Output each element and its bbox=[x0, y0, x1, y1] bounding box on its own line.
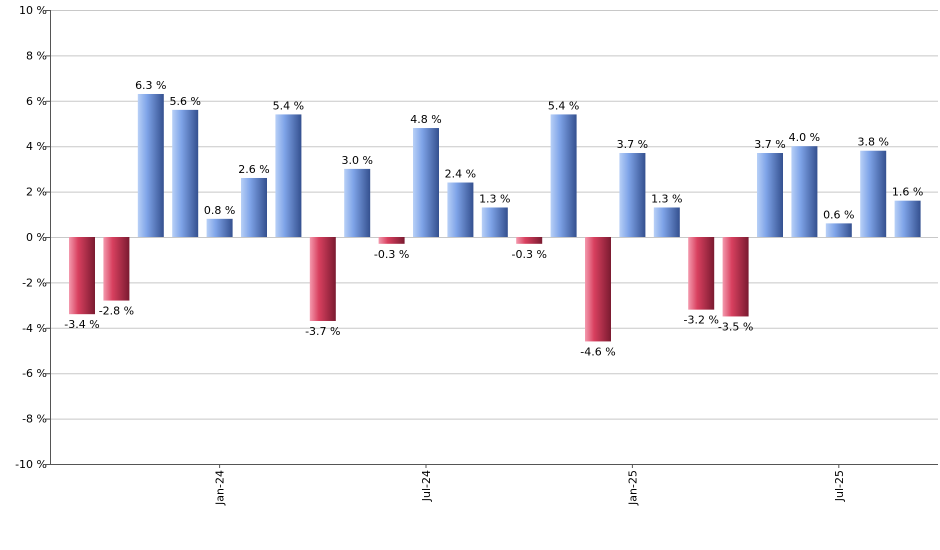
data-label: 1.3 % bbox=[479, 192, 510, 205]
bar-positive bbox=[791, 146, 818, 237]
x-tick-label: Jan-25 bbox=[626, 470, 639, 506]
data-labels: -3.4 %-2.8 % 6.3 %5.6 % 0.8 % 2.6 % 5.4 % -3.… bbox=[64, 79, 923, 358]
y-axis-tick-labels: 10 % 8 % 6 % 4 % 2 % 0 % -2 % -4 % -6 % -8 % -10 % bbox=[15, 4, 47, 471]
y-tick-label: -8 % bbox=[22, 413, 47, 426]
y-tick-label: -4 % bbox=[22, 322, 47, 335]
data-label: 3.7 % bbox=[617, 138, 648, 151]
x-tick-label: Jul-24 bbox=[420, 470, 433, 502]
y-tick-label: -6 % bbox=[22, 367, 47, 380]
data-label: 2.6 % bbox=[238, 163, 269, 176]
bar-negative bbox=[378, 237, 405, 244]
data-label: 5.6 % bbox=[169, 95, 200, 108]
bar-positive bbox=[860, 150, 887, 237]
data-label: -3.7 % bbox=[305, 325, 340, 338]
bar-negative bbox=[722, 237, 749, 317]
bar-negative bbox=[585, 237, 611, 342]
bar-positive bbox=[241, 177, 267, 237]
bar-positive bbox=[619, 153, 646, 237]
data-label: 5.4 % bbox=[273, 99, 304, 112]
data-label: 0.8 % bbox=[204, 204, 235, 217]
bars bbox=[69, 93, 921, 342]
data-label: 4.0 % bbox=[789, 131, 820, 144]
y-tick-label: -2 % bbox=[22, 276, 47, 289]
bar-positive bbox=[137, 93, 164, 238]
x-tick-label: Jul-25 bbox=[833, 470, 846, 502]
bar-negative bbox=[103, 237, 130, 301]
data-label: 3.0 % bbox=[341, 154, 372, 167]
bar-positive bbox=[206, 218, 233, 237]
y-tick-label: 10 % bbox=[19, 4, 47, 17]
bar-positive bbox=[825, 223, 852, 237]
bar-positive bbox=[447, 182, 474, 237]
data-label: -2.8 % bbox=[99, 305, 134, 318]
y-tick-label: 2 % bbox=[26, 186, 47, 199]
bar-negative bbox=[688, 237, 715, 310]
bar-negative bbox=[309, 237, 336, 321]
data-label: -3.5 % bbox=[718, 320, 753, 333]
bar-positive bbox=[481, 207, 508, 237]
y-tick-label: 0 % bbox=[26, 231, 47, 244]
data-label: 5.4 % bbox=[548, 99, 579, 112]
data-label: -0.3 % bbox=[374, 248, 409, 261]
data-label: 6.3 % bbox=[135, 79, 166, 92]
data-label: 0.6 % bbox=[823, 208, 854, 221]
data-label: 1.3 % bbox=[651, 192, 682, 205]
y-tick-label: 8 % bbox=[26, 49, 47, 62]
x-tick-label: Jan-24 bbox=[214, 470, 227, 506]
data-label: 3.8 % bbox=[857, 136, 888, 149]
data-label: 1.6 % bbox=[892, 186, 923, 199]
data-label: -4.6 % bbox=[580, 345, 615, 358]
bar-positive bbox=[275, 114, 302, 237]
data-label: 3.7 % bbox=[754, 138, 785, 151]
data-label: -0.3 % bbox=[511, 248, 546, 261]
bar-positive bbox=[894, 200, 921, 237]
x-axis-tick-labels: Jan-24 Jul-24 Jan-25 Jul-25 bbox=[214, 470, 846, 506]
y-tick-label: 6 % bbox=[26, 95, 47, 108]
axes bbox=[50, 10, 938, 468]
y-tick-label: 4 % bbox=[26, 140, 47, 153]
bar-positive bbox=[413, 128, 439, 237]
gridlines bbox=[46, 10, 938, 465]
bar-positive bbox=[172, 109, 199, 237]
bar-negative bbox=[516, 237, 543, 244]
y-tick-label: -10 % bbox=[15, 458, 47, 471]
data-label: -3.4 % bbox=[64, 318, 99, 331]
bar-positive bbox=[653, 207, 680, 237]
data-label: 4.8 % bbox=[410, 113, 441, 126]
bar-negative bbox=[69, 237, 95, 315]
data-label: -3.2 % bbox=[683, 314, 718, 327]
data-label: 2.4 % bbox=[445, 168, 476, 181]
bar-positive bbox=[344, 168, 371, 237]
bar-positive bbox=[550, 114, 577, 237]
bar-positive bbox=[757, 153, 783, 237]
